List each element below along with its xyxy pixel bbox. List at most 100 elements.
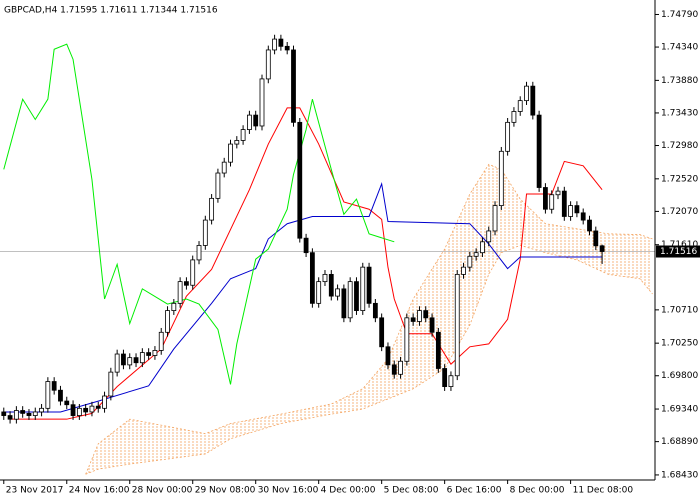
cloud-span-a <box>85 163 653 475</box>
candle-body <box>76 407 82 416</box>
candle-body <box>146 352 152 356</box>
candle-body <box>498 150 504 207</box>
candle-body <box>511 111 517 123</box>
candle-body <box>480 241 485 254</box>
candle-body <box>58 389 63 402</box>
candle-body <box>171 302 177 311</box>
candle-body <box>259 78 265 127</box>
candle-body <box>580 212 586 221</box>
y-tick-label: 1.69340 <box>661 405 698 415</box>
candle-body <box>70 404 76 416</box>
candle-body <box>372 302 378 319</box>
price-label: 1.71516 <box>660 247 697 257</box>
candle-body <box>196 245 202 261</box>
price-box <box>656 245 700 258</box>
candle-body <box>184 281 189 286</box>
candle-body <box>530 85 536 116</box>
candle-body <box>139 352 145 364</box>
candle-body <box>316 281 322 304</box>
candle-body <box>423 310 429 319</box>
candle-body <box>221 161 227 174</box>
y-tick-label: 1.69800 <box>661 371 698 381</box>
candle-body <box>385 346 391 366</box>
candle-body <box>448 375 454 388</box>
candle-body <box>492 205 498 232</box>
candle-body <box>354 281 359 311</box>
candle-body <box>461 266 466 275</box>
candle-body <box>442 368 448 388</box>
x-tick-label: 30 Nov 16:00 <box>258 486 319 496</box>
x-tick-label: 8 Dec 00:00 <box>510 486 565 496</box>
candle-body <box>467 255 473 268</box>
candle-body <box>228 143 233 163</box>
candle-body <box>13 410 19 420</box>
candle-body <box>45 381 51 409</box>
candle-body <box>568 205 574 217</box>
y-tick-label: 1.72980 <box>661 141 698 151</box>
candle-body <box>83 407 89 413</box>
y-tick-label: 1.68890 <box>661 437 698 447</box>
candle-body <box>322 273 328 283</box>
candle-body <box>555 190 561 196</box>
candle-body <box>291 49 296 123</box>
candle-body <box>209 197 215 221</box>
candle-body <box>240 129 246 141</box>
candle-body <box>574 205 580 214</box>
candle-body <box>26 412 32 416</box>
candle-body <box>524 85 529 102</box>
candle-body <box>328 273 334 297</box>
candle-body <box>20 410 26 414</box>
cloud-fill <box>85 164 653 475</box>
candle-body <box>265 49 271 80</box>
candle-body <box>473 252 479 257</box>
y-tick-label: 1.70250 <box>661 339 698 349</box>
candle-body <box>95 405 101 409</box>
candle-body <box>253 114 259 127</box>
candle-body <box>190 259 196 286</box>
candle-body <box>429 317 435 333</box>
candle-body <box>587 219 592 232</box>
candle-body <box>543 187 548 210</box>
candle-body <box>360 266 366 311</box>
candle-body <box>398 360 403 375</box>
plot-area <box>0 34 655 475</box>
candle-body <box>536 114 542 188</box>
x-tick-label: 29 Nov 08:00 <box>195 486 256 496</box>
y-tick-label: 1.72520 <box>661 174 698 184</box>
candle-body <box>366 266 372 304</box>
candle-body <box>177 281 183 304</box>
candle-body <box>114 353 120 373</box>
x-tick-label: 28 Nov 00:00 <box>132 486 193 496</box>
candle-body <box>410 317 416 322</box>
candle-body <box>247 114 252 130</box>
chart-title: GBPCAD,H4 1.71595 1.71611 1.71344 1.7151… <box>4 6 218 16</box>
candle-body <box>51 381 57 391</box>
candle-body <box>165 310 170 333</box>
cloud-span-b <box>85 245 653 475</box>
candle-body <box>341 288 347 319</box>
candle-body <box>32 411 38 416</box>
y-tick-label: 1.70710 <box>661 305 698 315</box>
candle-body <box>561 190 567 217</box>
candle-body <box>347 281 353 319</box>
x-tick-label: 23 Nov 2017 <box>6 486 64 496</box>
candle-body <box>309 252 315 304</box>
x-tick-label: 5 Dec 08:00 <box>384 486 439 496</box>
candle-body <box>435 331 441 369</box>
candle-body <box>108 371 114 397</box>
candle-body <box>303 237 309 254</box>
candle-body <box>234 140 240 145</box>
candle-body <box>549 194 555 210</box>
candle-body <box>215 172 221 199</box>
x-tick-label: 24 Nov 16:00 <box>69 486 130 496</box>
candle-body <box>505 121 511 152</box>
candle-body <box>39 407 44 413</box>
indicator-line <box>10 107 603 420</box>
candle-body <box>127 357 133 366</box>
candle-body <box>89 405 95 413</box>
candle-body <box>152 350 158 356</box>
y-tick-label: 1.68430 <box>661 470 698 480</box>
y-tick-label: 1.73880 <box>661 76 698 86</box>
x-tick-label: 6 Dec 16:00 <box>447 486 502 496</box>
